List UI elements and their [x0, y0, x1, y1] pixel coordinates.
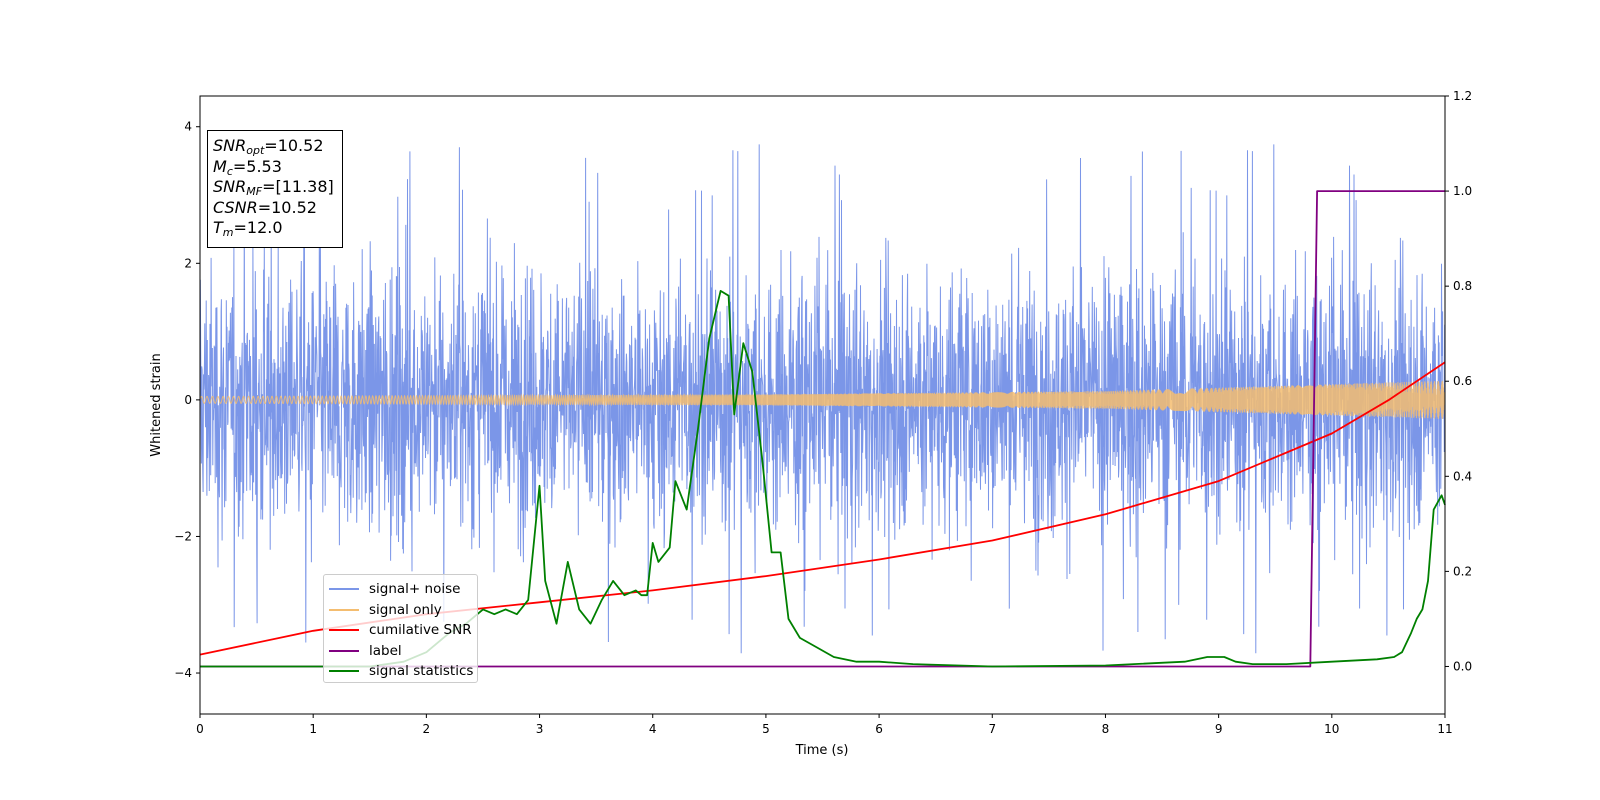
y-axis-right: 0.0 0.2 0.4 0.6 0.8 1.0 1.2 — [1445, 89, 1472, 673]
legend-swatch — [329, 608, 359, 611]
legend-item: signal only — [329, 600, 477, 621]
legend-label: signal only — [369, 601, 442, 618]
x-tick-label: 4 — [649, 722, 657, 736]
x-tick-label: 10 — [1324, 722, 1339, 736]
x-tick-label: 2 — [423, 722, 431, 736]
x-axis-label: Time (s) — [795, 743, 849, 758]
y-axis-label: Whitened strain — [149, 353, 164, 456]
x-tick-label: 5 — [762, 722, 770, 736]
y2-tick-label: 0.6 — [1453, 374, 1472, 388]
series-signal-plus-noise — [199, 144, 1446, 654]
legend-item: cumilative SNR — [329, 620, 477, 641]
x-tick-label: 7 — [988, 722, 996, 736]
series-signal-only — [199, 380, 1446, 419]
plot-frame — [199, 95, 1446, 715]
signal-only-series-layer — [199, 380, 1446, 419]
legend-swatch — [329, 670, 359, 673]
annotation-line: SNRopt=10.52 — [213, 136, 324, 157]
y2-tick-label: 1.2 — [1453, 89, 1472, 103]
annotation-line: CSNR=10.52 — [213, 197, 317, 217]
legend-item: signal+ noise — [329, 579, 477, 600]
x-tick-label: 1 — [309, 722, 317, 736]
y-tick-label: 0 — [184, 393, 192, 407]
y2-tick-label: 0.0 — [1453, 659, 1472, 673]
series-signal-statistics — [200, 290, 1446, 668]
series-label — [200, 190, 1445, 668]
legend-label: label — [369, 642, 402, 659]
y2-tick-label: 0.2 — [1453, 564, 1472, 578]
x-tick-label: 8 — [1102, 722, 1110, 736]
x-tick-label: 0 — [196, 722, 204, 736]
annotation-line: Tm=12.0 — [213, 218, 283, 239]
y-tick-label: −4 — [174, 666, 192, 680]
x-tick-label: 3 — [536, 722, 544, 736]
legend-label: signal+ noise — [369, 581, 461, 598]
legend-item: signal statistics — [329, 661, 477, 682]
y2-tick-label: 0.8 — [1453, 279, 1472, 293]
y-axis-left: −4 −2 0 2 4 — [174, 120, 200, 680]
annotation-line: SNRMF=[11.38] — [213, 177, 334, 198]
y-tick-label: −2 — [174, 529, 192, 543]
legend-label: signal statistics — [369, 663, 474, 680]
y-tick-label: 4 — [184, 120, 192, 134]
legend-swatch — [329, 649, 359, 652]
y2-tick-label: 0.4 — [1453, 469, 1472, 483]
annotation-box: SNRopt=10.52 Mc=5.53 SNRMF=[11.38] CSNR=10.… — [207, 130, 343, 248]
noise-series-layer — [199, 144, 1446, 654]
x-tick-label: 6 — [875, 722, 883, 736]
y2-tick-label: 1.0 — [1453, 184, 1472, 198]
legend-swatch — [329, 629, 359, 632]
x-tick-label: 9 — [1215, 722, 1223, 736]
x-axis: 0 1 2 3 4 5 6 7 8 9 10 11 — [196, 714, 1453, 736]
legend-label: cumilative SNR — [369, 622, 472, 639]
legend-swatch — [329, 588, 359, 591]
annotation-line: Mc=5.53 — [213, 156, 282, 178]
x-tick-label: 11 — [1437, 722, 1452, 736]
legend: signal+ noise signal only cumilative SNR la… — [323, 574, 478, 683]
legend-item: label — [329, 641, 477, 662]
y-tick-label: 2 — [184, 256, 192, 270]
